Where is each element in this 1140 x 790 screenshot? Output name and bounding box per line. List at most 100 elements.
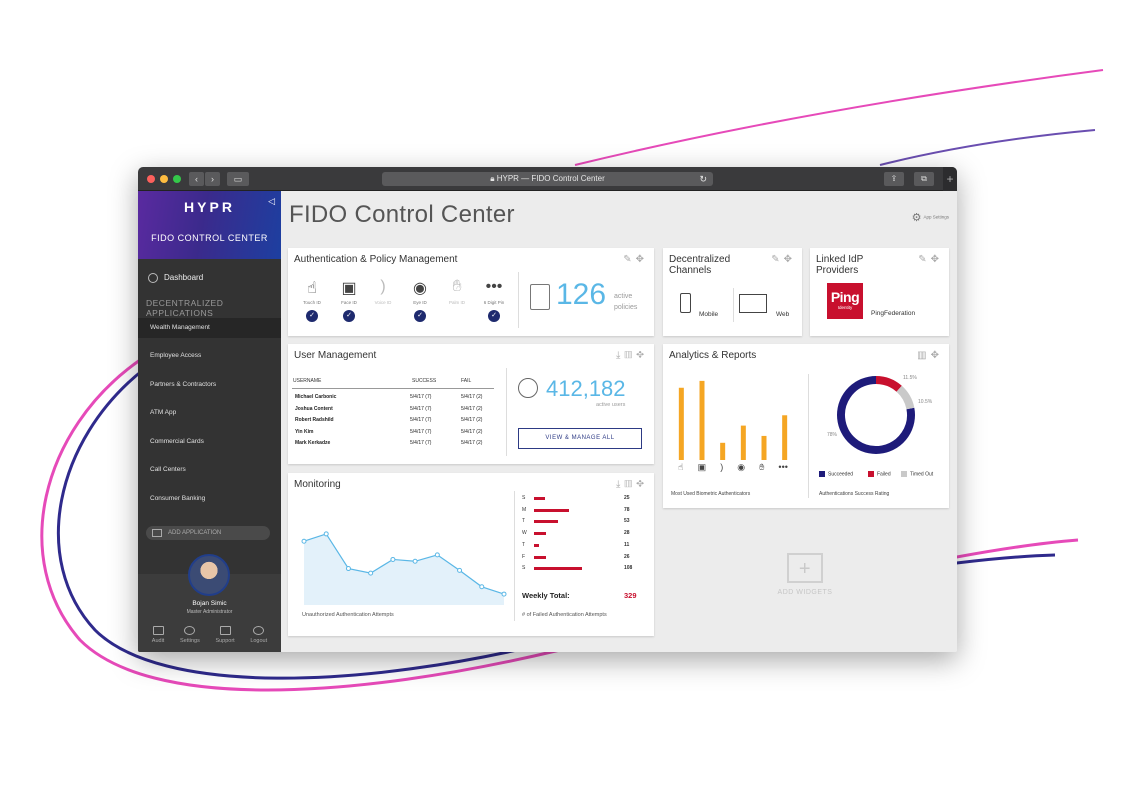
close-window-button[interactable] [147,175,155,183]
bar-chart-icon[interactable]: ▥ [624,479,637,490]
sidebar-item-wealth-management[interactable]: Wealth Management [138,318,286,338]
logout-label: Logout [250,638,268,644]
sidebar-item-employee-access[interactable]: Employee Access [150,352,202,359]
bar-chart-icon[interactable]: ▥ [917,350,931,361]
legend-swatch [901,471,907,477]
active-policies-count: 126 [556,278,607,311]
day-label: F [522,553,526,560]
sidebar-item-commercial-cards[interactable]: Commercial Cards [150,438,204,445]
move-icon[interactable]: ✥ [930,350,943,361]
donut-slice [837,376,915,454]
biometric-usage-chart [678,380,788,460]
mobile-label: Mobile [699,311,719,318]
legend-label: Timed Out [910,471,934,478]
auth-method-touch-id[interactable]: ☝︎ Touch ID ✓ [294,278,330,322]
move-icon[interactable]: ✥ [636,350,648,361]
add-application-button[interactable]: ADD APPLICATION [146,526,270,540]
move-icon[interactable]: ✥ [635,254,648,265]
tabs-icon[interactable]: ⧉ [914,172,934,186]
failed-attempts-bar [534,520,558,524]
line-chart-point [390,556,396,562]
sidebar-item-atm-app[interactable]: ATM App [150,409,177,416]
user-name-cell: Mark Kerkadze [295,440,331,446]
edit-icon[interactable]: ✎ [918,254,931,265]
lock-icon: 🔒︎ [490,174,497,183]
avatar[interactable] [188,554,230,596]
line-chart-point [479,584,485,590]
sidebar-toggle-icon[interactable]: ▭ [227,172,249,186]
day-row: T 11 [522,542,629,549]
new-tab-icon[interactable]: + [943,167,957,191]
collapse-sidebar-icon[interactable]: ◁ [268,196,275,206]
bar-chart-icon[interactable]: ▥ [624,350,637,361]
edit-icon[interactable]: ✎ [623,254,636,265]
weekly-total-value: 329 [624,591,637,600]
auth-method-face-id[interactable]: ▣ Face ID ✓ [331,278,367,322]
minimize-window-button[interactable] [160,175,168,183]
sidebar-item-consumer-banking[interactable]: Consumer Banking [150,495,206,502]
web-icon [739,294,767,313]
failed-attempts-bar [534,567,582,571]
zoom-window-button[interactable] [173,175,181,183]
support-button[interactable]: Support [215,626,235,644]
settings-button[interactable]: Settings [180,626,200,644]
line-chart-point [301,538,307,544]
authenticator-icon-row: ☝︎ ▣ ) ◉ ✋︎ ••• [671,462,795,473]
logout-button[interactable]: Logout [250,626,267,644]
auth-method-label: Palm ID [448,300,465,305]
audit-button[interactable]: Audit [151,626,165,644]
eye-icon: ◉ [413,280,427,297]
legend-swatch [819,471,825,477]
app-settings-button[interactable]: ⚙ App Settings [912,211,949,224]
add-widgets-button[interactable]: + ADD WIDGETS [773,553,837,596]
checkmark-icon[interactable]: ✓ [343,310,355,322]
unauthorized-attempts-caption: Unauthorized Authentication Attempts [302,612,394,618]
move-icon[interactable]: ✥ [930,254,943,265]
day-value: 108 [624,565,633,572]
idp-card-title: Linked IdP Providers [816,254,864,276]
move-icon[interactable]: ✥ [783,254,796,265]
forward-icon[interactable]: › [205,172,220,186]
gear-icon: ⚙ [911,212,922,224]
sidebar: HYPR ◁ FIDO CONTROL CENTER Dashboard DEC… [138,191,286,652]
idp-card: Linked IdP Providers ✎✥ Ping Identity Pi… [810,248,949,336]
sidebar-item-call-centers[interactable]: Call Centers [150,466,186,473]
sidebar-item-dashboard[interactable]: Dashboard [148,273,203,283]
auth-method-voice-id[interactable]: ) Voice ID [365,278,401,305]
unauthorized-attempts-chart [301,531,507,605]
auth-method-palm-id[interactable]: ✋︎ Palm ID [439,278,475,305]
voice-icon: ) [720,462,724,472]
view-manage-all-button[interactable]: VIEW & MANAGE ALL [518,428,642,449]
auth-method-eye-id[interactable]: ◉ Eye ID ✓ [402,278,438,322]
table-header-divider [292,388,494,389]
palm-icon: ✋︎ [759,462,765,472]
back-icon[interactable]: ‹ [189,172,204,186]
add-widget-icon: + [787,553,823,583]
download-icon[interactable]: ⤓ [616,350,625,361]
add-application-icon [152,529,162,537]
auth-method-pin[interactable]: ••• 6 Digit Pin ✓ [476,278,512,322]
sidebar-item-partners[interactable]: Partners & Contractors [150,381,217,388]
move-icon[interactable]: ✥ [636,479,648,490]
reload-icon[interactable]: ↻ [699,174,707,184]
edit-icon[interactable]: ✎ [771,254,784,265]
download-icon[interactable]: ⤓ [616,479,625,490]
active-policies-label-1: active [614,293,633,300]
face-icon: ▣ [341,280,357,297]
monitoring-card: Monitoring ⤓▥✥ Unauthorized Authenticati… [288,473,654,636]
share-icon[interactable]: ⇪ [884,172,904,186]
address-bar[interactable]: 🔒︎ HYPR — FIDO Control Center ↻ [382,172,713,186]
audit-label: Audit [151,638,165,644]
checkmark-icon[interactable]: ✓ [306,310,318,322]
line-chart-point [345,566,351,572]
line-chart-area [304,533,504,605]
day-value: 25 [624,495,630,501]
active-users-count: 412,182 [546,376,626,401]
fail-cell: 5/4/17 (2) [461,394,483,400]
day-row: M 78 [522,507,630,514]
line-chart-series [303,533,505,595]
checkmark-icon[interactable]: ✓ [488,310,500,322]
checkmark-icon[interactable]: ✓ [414,310,426,322]
settings-label: Settings [179,638,200,644]
failed-attempts-bar [534,497,546,500]
